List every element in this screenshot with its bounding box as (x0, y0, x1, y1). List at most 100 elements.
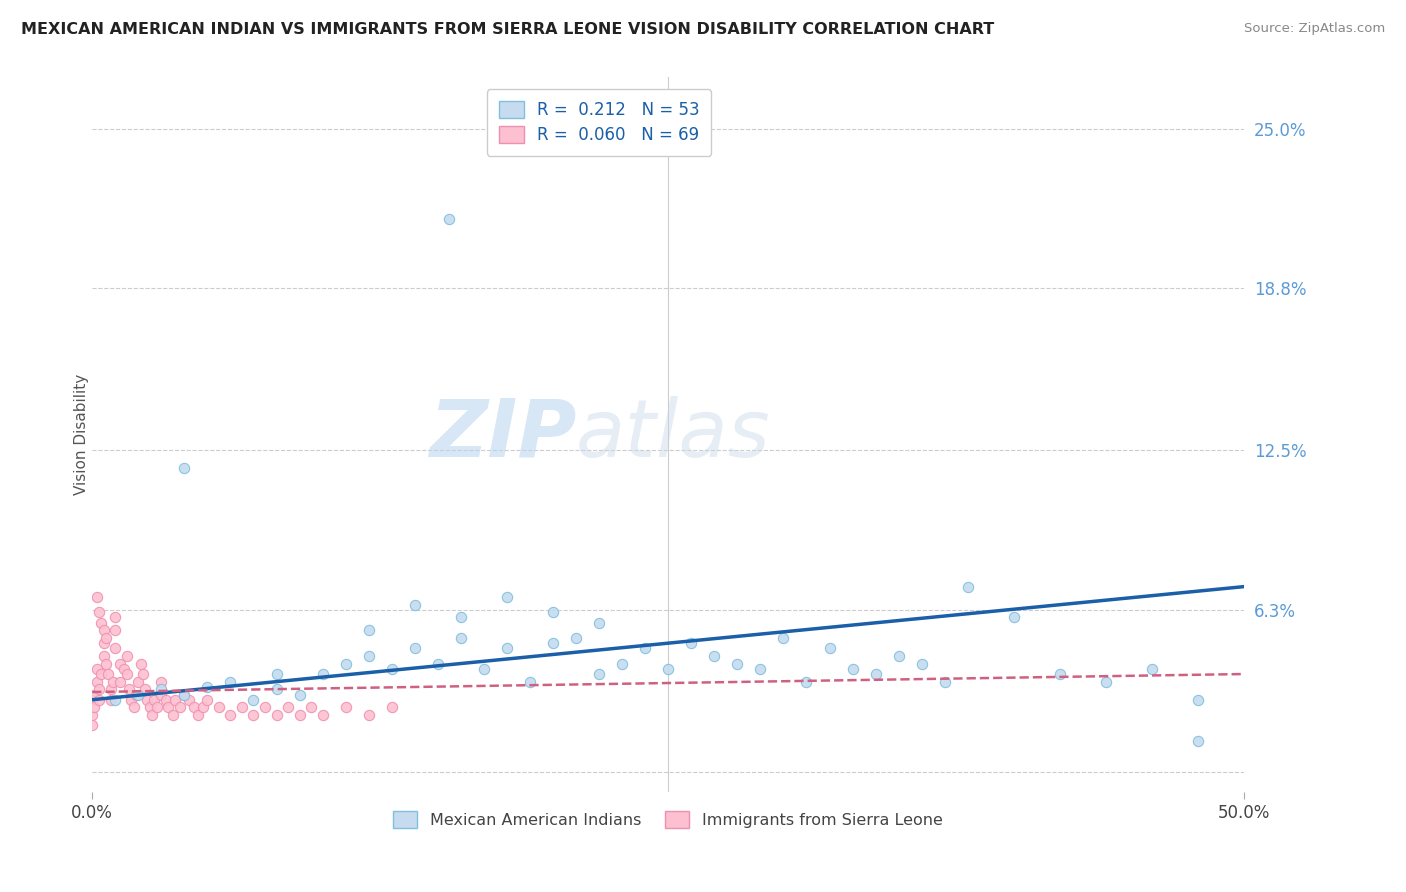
Point (657, 662, 679, 676)
Point (187, 708, 209, 723)
Point (141, 708, 163, 723)
Point (703, 648, 725, 663)
Point (118, 682, 141, 697)
Point (93, 624, 115, 638)
Point (173, 461, 195, 475)
Point (82, 708, 104, 723)
Text: ZIP: ZIP (429, 396, 576, 474)
Point (104, 624, 127, 638)
Point (157, 700, 180, 714)
Point (87, 682, 110, 697)
Point (288, 708, 311, 723)
Point (634, 641, 657, 656)
Point (253, 700, 276, 714)
Point (496, 590, 519, 604)
Point (934, 674, 956, 689)
Point (404, 641, 426, 656)
Point (86, 674, 108, 689)
Point (472, 662, 495, 676)
Legend: Mexican American Indians, Immigrants from Sierra Leone: Mexican American Indians, Immigrants fro… (387, 805, 949, 834)
Point (288, 688, 311, 702)
Point (725, 657, 748, 671)
Point (749, 662, 772, 676)
Point (439, 211, 461, 226)
Point (127, 688, 149, 702)
Point (311, 667, 333, 681)
Point (311, 708, 333, 723)
Point (162, 708, 184, 723)
Point (125, 688, 148, 702)
Point (94, 657, 117, 671)
Point (242, 692, 264, 706)
Point (139, 700, 162, 714)
Point (208, 700, 231, 714)
Point (588, 615, 610, 630)
Point (450, 610, 472, 624)
Point (231, 700, 253, 714)
Point (108, 657, 131, 671)
Point (841, 662, 863, 676)
Point (173, 688, 195, 702)
Point (93, 648, 115, 663)
Point (681, 636, 703, 650)
Point (104, 692, 127, 706)
Point (1049, 667, 1071, 681)
Point (90, 667, 112, 681)
Point (1002, 610, 1025, 624)
Point (1140, 662, 1163, 676)
Point (82, 692, 104, 706)
Y-axis label: Vision Disability: Vision Disability (73, 375, 89, 495)
Point (86, 590, 108, 604)
Point (865, 667, 887, 681)
Point (404, 598, 426, 612)
Point (277, 700, 299, 714)
Point (541, 605, 564, 619)
Point (108, 674, 131, 689)
Point (127, 674, 149, 689)
Point (104, 641, 127, 656)
Point (87, 605, 110, 619)
Point (519, 674, 541, 689)
Point (772, 631, 794, 645)
Point (450, 631, 472, 645)
Point (150, 688, 173, 702)
Point (1187, 734, 1209, 748)
Point (134, 682, 156, 697)
Point (381, 700, 404, 714)
Point (82, 718, 104, 732)
Point (143, 692, 166, 706)
Point (177, 692, 200, 706)
Point (335, 700, 357, 714)
Point (219, 674, 242, 689)
Point (610, 657, 633, 671)
Point (588, 667, 610, 681)
Point (219, 708, 242, 723)
Point (887, 648, 910, 663)
Point (1187, 692, 1209, 706)
Text: Source: ZipAtlas.com: Source: ZipAtlas.com (1244, 22, 1385, 36)
Point (97, 667, 120, 681)
Point (155, 692, 177, 706)
Point (266, 708, 288, 723)
Point (496, 641, 519, 656)
Point (101, 674, 124, 689)
Point (381, 662, 404, 676)
Text: MEXICAN AMERICAN INDIAN VS IMMIGRANTS FROM SIERRA LEONE VISION DISABILITY CORREL: MEXICAN AMERICAN INDIAN VS IMMIGRANTS FR… (21, 22, 994, 37)
Point (136, 692, 159, 706)
Point (145, 700, 167, 714)
Point (911, 657, 934, 671)
Point (114, 662, 136, 676)
Point (357, 624, 380, 638)
Point (191, 700, 214, 714)
Point (83, 688, 105, 702)
Point (299, 700, 322, 714)
Point (818, 641, 841, 656)
Point (335, 657, 357, 671)
Point (197, 680, 219, 694)
Point (100, 692, 122, 706)
Point (565, 631, 588, 645)
Point (197, 692, 219, 706)
Point (541, 636, 564, 650)
Point (86, 662, 108, 676)
Point (94, 631, 117, 645)
